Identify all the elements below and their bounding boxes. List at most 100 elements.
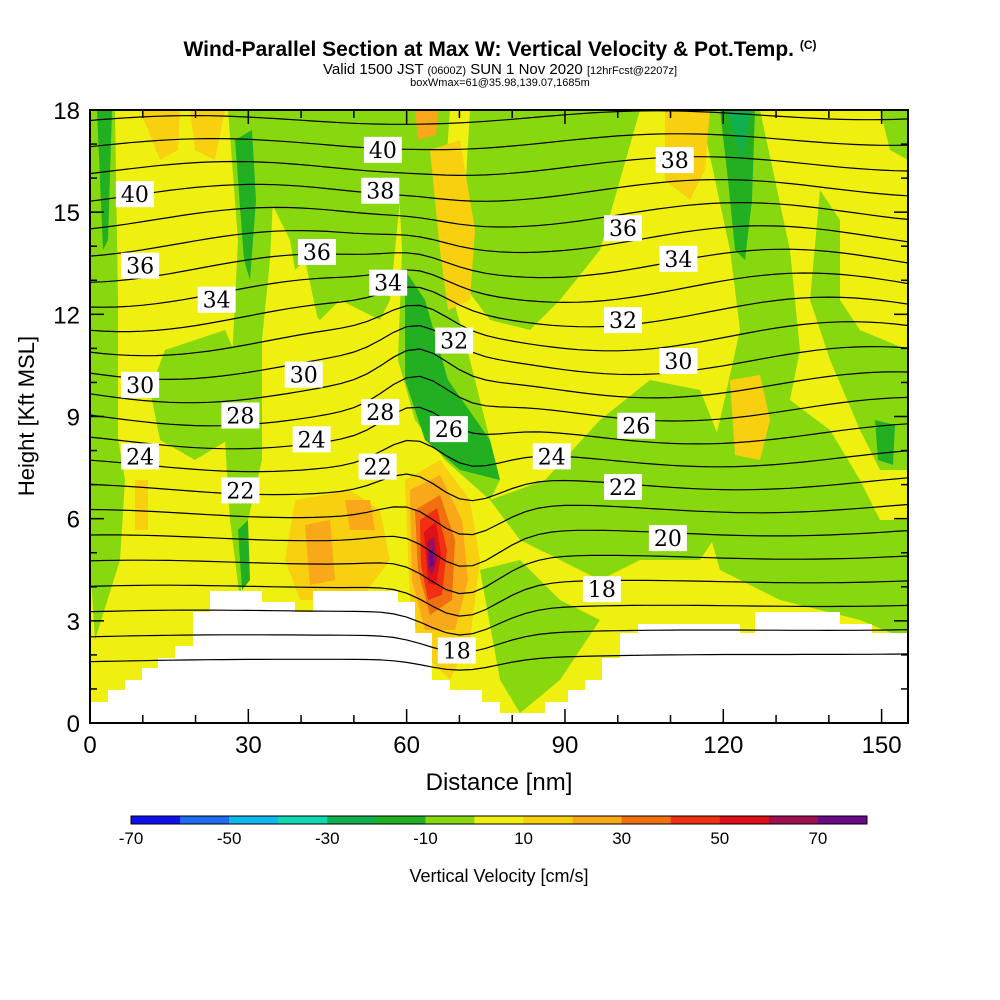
contour-label-text: 24: [126, 445, 154, 470]
contour-label: 38: [655, 147, 694, 174]
field-band: [140, 110, 180, 160]
contour-label-text: 26: [435, 418, 463, 443]
contour-label-box: [358, 453, 397, 480]
colorbar-tick-label: 10: [514, 829, 533, 848]
field-band: [235, 130, 256, 280]
x-tick-label: 60: [393, 732, 420, 759]
contour-label-box: [437, 637, 476, 664]
contour-label-text: 20: [654, 527, 682, 552]
isentrope-line: [90, 179, 908, 202]
chart-title: Wind-Parallel Section at Max W: Vertical…: [0, 38, 1000, 62]
y-tick-label: 15: [53, 200, 80, 227]
contour-label: 30: [121, 371, 160, 399]
field-band: [305, 520, 335, 585]
y-tick-label: 3: [67, 609, 80, 636]
forecast-info: [12hrFcst@2207z]: [586, 65, 677, 77]
contour-label: 40: [115, 181, 154, 208]
field-band: [90, 420, 125, 640]
contour-label-text: 30: [126, 374, 154, 399]
contour-label: 30: [659, 348, 698, 375]
contour-label: 24: [292, 426, 331, 453]
contour-label-text: 30: [664, 350, 692, 375]
contour-label: 28: [221, 402, 260, 430]
contour-label: 26: [429, 416, 468, 443]
contour-label-text: 34: [203, 289, 231, 314]
field-band: [150, 330, 238, 460]
contour-label-box: [435, 327, 474, 354]
contour-label-box: [363, 136, 402, 163]
contour-label: 36: [604, 215, 643, 242]
isentrope-line: [90, 110, 908, 125]
colorbar-swatch: [572, 816, 623, 824]
colorbar-tick-label: -10: [413, 829, 438, 848]
contour-label-box: [297, 239, 336, 266]
y-tick-label: 12: [53, 302, 80, 329]
colorbar-swatch: [817, 816, 868, 824]
y-tick-label: 18: [53, 98, 80, 125]
contour-label-box: [121, 371, 160, 398]
contour-label-text: 36: [303, 241, 331, 266]
contour-label-box: [284, 361, 323, 388]
contour-label: 22: [358, 453, 397, 481]
isentrope-line: [90, 503, 908, 536]
isentrope-line: [90, 286, 908, 333]
contour-label-box: [369, 269, 408, 296]
valid-utc: (0600Z): [427, 65, 467, 77]
contour-label-box: [604, 215, 643, 242]
field-band: [880, 110, 908, 160]
contour-label-text: 38: [366, 180, 394, 205]
colorbar-tick-label: 30: [612, 829, 631, 848]
contour-label-text: 40: [369, 139, 397, 164]
field-band: [720, 110, 755, 260]
contour-label: 18: [437, 637, 476, 664]
contour-label: 38: [361, 177, 400, 205]
isentrope-line: [90, 653, 908, 671]
colorbar-frame: [130, 815, 868, 825]
colorbar-tick-label: 50: [710, 829, 729, 848]
colorbar-swatch: [180, 816, 230, 824]
title-text: Wind-Parallel Section at Max W: Vertical…: [183, 38, 794, 61]
valid-time: Valid 1500 JST: [323, 61, 424, 78]
isentrope-line: [90, 248, 908, 283]
isentrope-line: [90, 579, 908, 617]
x-tick-label: 120: [703, 732, 743, 759]
colorbar-label: Vertical Velocity [cm/s]: [409, 866, 588, 886]
field-band: [135, 480, 148, 530]
contour-label-box: [429, 416, 468, 443]
isentrope-line: [90, 439, 908, 473]
isentrope-line: [90, 88, 908, 99]
colorbar-swatch: [376, 816, 426, 824]
isentrope-line: [90, 225, 908, 257]
contour-label-box: [121, 443, 160, 470]
contour-label-box: [659, 348, 698, 375]
isentrope-line: [90, 64, 908, 73]
contour-label-text: 26: [622, 415, 650, 440]
x-tick-label: 30: [235, 732, 262, 759]
contour-label-text: 22: [226, 479, 254, 504]
contour-label: 32: [435, 327, 474, 355]
box-info: boxWmax=61@35.98,139.07,1685m: [410, 77, 590, 89]
contour-label-text: 18: [588, 578, 616, 603]
contour-label: 24: [532, 443, 571, 470]
contour-label: 18: [582, 576, 621, 603]
y-axis-label: Height [Kft MSL]: [14, 336, 39, 496]
y-tick-label: 9: [67, 405, 80, 432]
contour-label: 24: [121, 443, 160, 470]
isentrope-line: [90, 604, 908, 636]
field-band: [405, 270, 500, 480]
contour-label: 34: [659, 245, 698, 273]
contour-label: 36: [297, 239, 336, 266]
contour-label-text: 32: [440, 330, 468, 355]
contour-label-box: [604, 307, 643, 334]
isentrope-line: [90, 133, 908, 151]
colorbar-tick-label: 70: [808, 829, 827, 848]
contour-label: 28: [361, 399, 400, 426]
isentrope-line: [90, 304, 908, 357]
contour-label-box: [582, 576, 621, 603]
y-tick-label: 6: [67, 507, 80, 534]
field-band: [730, 375, 770, 460]
contour-label: 22: [604, 474, 643, 501]
contour-label-box: [648, 525, 687, 552]
valid-date: SUN 1 Nov 2020: [470, 61, 583, 78]
